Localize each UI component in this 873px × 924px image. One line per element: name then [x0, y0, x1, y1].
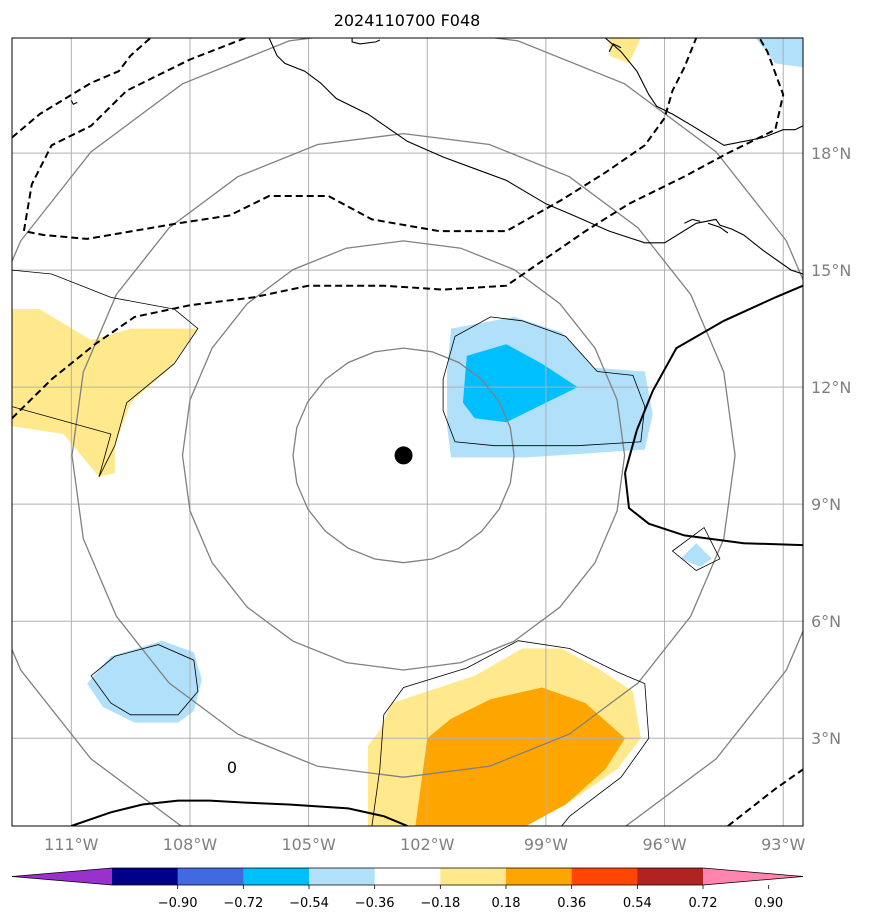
coastline-5 [684, 218, 701, 224]
lon-tick-label: 105°W [281, 835, 336, 854]
filled-region-0 [12, 309, 198, 477]
colorbar-tick-label: 0.90 [754, 896, 783, 911]
solid-contour-1 [624, 472, 803, 547]
colorbar-segment-8 [637, 868, 704, 885]
coastline-4 [70, 100, 78, 106]
range-ring-0 [292, 347, 515, 564]
range-ring-1 [181, 240, 626, 671]
colorbar-segment-7 [571, 868, 638, 885]
dashed-contours [12, 38, 803, 826]
lat-tick-label: 12°N [811, 378, 851, 397]
lon-tick-label: 96°W [642, 835, 686, 854]
filled-region-7 [755, 38, 803, 68]
solid-contours [70, 284, 803, 826]
colorbar-segment-5 [440, 868, 507, 885]
filled-region-8 [462, 344, 578, 423]
thin-contours [12, 269, 721, 826]
range-ring-3 [12, 38, 803, 826]
colorbar-segment-0 [112, 868, 179, 885]
colorbar-tick-label: −0.36 [355, 896, 395, 911]
coastline-3 [608, 43, 622, 52]
filled-region-3 [415, 687, 625, 826]
dashed-contour-0 [12, 38, 152, 139]
plot-frame [11, 37, 804, 827]
chart-title: 2024110700 F048 [334, 11, 481, 30]
colorbar-tick-label: −0.90 [158, 896, 198, 911]
gridlines [12, 38, 803, 826]
lon-tick-label: 102°W [400, 835, 455, 854]
lat-tick-label: 15°N [811, 261, 851, 280]
thin-contour-1 [442, 316, 646, 447]
coastline-1 [351, 38, 381, 45]
colorbar-segment-6 [506, 868, 573, 885]
colorbar-tick-label: 0.72 [689, 896, 718, 911]
thin-contour-2 [90, 644, 199, 716]
lat-tick-label: 6°N [811, 612, 841, 631]
dashed-contour-1 [22, 38, 698, 240]
dashed-contour-3 [727, 768, 803, 826]
range-ring-2 [71, 132, 736, 778]
zero-label-background [223, 758, 241, 776]
colorbar-tick-label: −0.72 [223, 896, 263, 911]
colorbar-tick-label: 0.54 [623, 896, 652, 911]
storm-center-marker [394, 446, 413, 465]
lon-tick-label: 108°W [163, 835, 218, 854]
coastline-0 [268, 38, 803, 275]
colorbar-extend-low [12, 868, 112, 885]
colorbar-segment-4 [374, 868, 441, 885]
coastline-6 [707, 222, 729, 234]
filled-region-5 [87, 640, 202, 723]
dashed-contour-2 [12, 38, 785, 420]
lat-tick-label: 18°N [811, 144, 851, 163]
thin-contour-0 [12, 269, 199, 478]
filled-contours [12, 38, 803, 826]
longitude-labels: 111°W 108°W 105°W 102°W 99°W 96°W 93°W [44, 835, 805, 854]
coastlines [70, 38, 803, 275]
thin-contour-3 [671, 526, 721, 571]
colorbar-tick-label: 0.18 [492, 896, 521, 911]
solid-contour-2 [624, 284, 803, 474]
colorbar: −0.90 −0.72 −0.54 −0.36 −0.18 0.18 0.36 0.54 0.7… [11, 867, 804, 911]
filled-region-6 [680, 543, 712, 567]
colorbar-tick-label: 0.36 [557, 896, 586, 911]
colorbar-segment-3 [309, 868, 376, 885]
thin-contour-4 [371, 640, 650, 826]
colorbar-outline [11, 867, 804, 886]
zero-contour-label: 0 [227, 758, 237, 777]
coastline-2 [604, 38, 803, 146]
lon-tick-label: 93°W [761, 835, 805, 854]
latitude-labels: 3°N 6°N 9°N 12°N 15°N 18°N [811, 144, 851, 748]
colorbar-tick-label: −0.54 [289, 896, 329, 911]
lon-tick-label: 111°W [44, 835, 99, 854]
colorbar-segment-2 [243, 868, 310, 885]
solid-contour-0 [70, 799, 408, 826]
colorbar-tick-label: −0.18 [420, 896, 460, 911]
filled-region-2 [609, 38, 641, 64]
range-rings [12, 38, 803, 826]
lat-tick-label: 3°N [811, 729, 841, 748]
lon-tick-label: 99°W [524, 835, 568, 854]
lat-tick-label: 9°N [811, 495, 841, 514]
colorbar-segment-1 [177, 868, 244, 885]
colorbar-extend-high [703, 868, 803, 885]
